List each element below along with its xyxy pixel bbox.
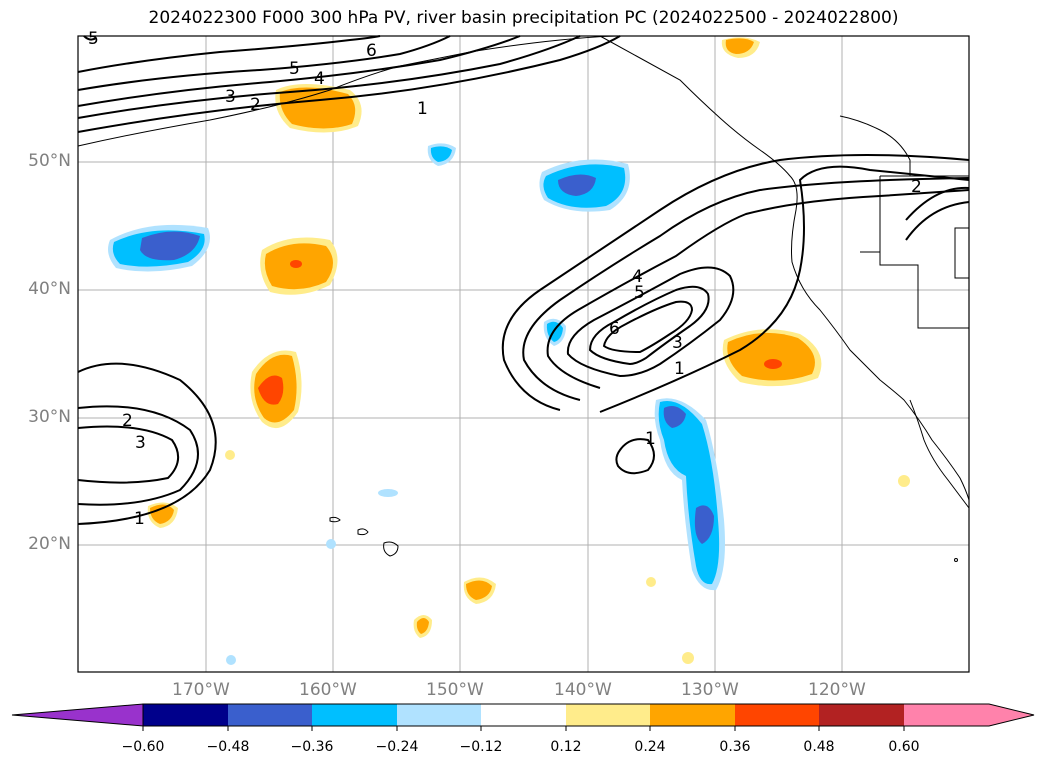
contour-label: 1 <box>134 509 145 529</box>
colorbar-tick-label: 0.60 <box>888 739 920 755</box>
colorbar-bin <box>650 704 735 726</box>
contour-label: 6 <box>366 41 377 61</box>
contour-labels: 5 6 5 4 3 2 1 2 4 5 6 3 1 1 2 3 1 <box>88 29 922 529</box>
lat-label: 20°N <box>28 534 71 554</box>
islands <box>329 516 958 562</box>
map-frame <box>77 35 970 673</box>
colorbar-bin <box>397 704 481 726</box>
contour-label: 1 <box>674 359 685 379</box>
contour-label: 6 <box>609 319 620 339</box>
lat-label: 50°N <box>28 151 71 171</box>
colorbar-tick-label: 0.12 <box>550 739 582 755</box>
colorbar-bin <box>228 704 312 726</box>
contour-label: 3 <box>225 87 236 107</box>
colorbar-bin <box>143 704 228 726</box>
contour-label: 1 <box>417 99 428 119</box>
colorbar-tick-label: −0.48 <box>206 739 250 755</box>
lon-label: 120°W <box>808 680 866 700</box>
contour-label: 2 <box>122 411 133 431</box>
colorbar-tick-label: 0.48 <box>803 739 835 755</box>
negative-precip-anomalies <box>108 143 725 665</box>
pv-contours <box>77 35 970 525</box>
colorbar-tick-label: −0.36 <box>290 739 334 755</box>
colorbar <box>11 703 1035 731</box>
contour-label: 4 <box>632 267 643 287</box>
contour-label: 3 <box>672 333 683 353</box>
lon-label: 150°W <box>426 680 484 700</box>
contour-label: 2 <box>250 95 261 115</box>
contour-label: 1 <box>645 429 656 449</box>
contour-label: 5 <box>88 29 99 49</box>
map-title: 2024022300 F000 300 hPa PV, river basin … <box>148 8 899 28</box>
colorbar-tick-label: −0.24 <box>375 739 419 755</box>
colorbar-extend-low <box>11 703 144 727</box>
contour-label: 2 <box>911 177 922 197</box>
lon-label: 170°W <box>172 680 230 700</box>
lon-label: 160°W <box>299 680 357 700</box>
contour-label: 3 <box>135 433 146 453</box>
colorbar-bin <box>566 704 650 726</box>
colorbar-extend-high <box>904 704 1034 726</box>
colorbar-ticks <box>142 726 905 731</box>
colorbar-bin <box>819 704 904 726</box>
lat-label: 40°N <box>28 279 71 299</box>
lon-label: 130°W <box>681 680 739 700</box>
contour-label: 4 <box>314 69 325 89</box>
lat-label: 30°N <box>28 407 71 427</box>
colorbar-tick-label: 0.24 <box>634 739 666 755</box>
contour-label: 5 <box>634 283 645 303</box>
contour-label: 5 <box>289 59 300 79</box>
colorbar-tick-label: −0.12 <box>459 739 503 755</box>
colorbar-outline <box>142 703 1035 727</box>
colorbar-bin <box>312 704 397 726</box>
colorbar-bin <box>481 704 566 726</box>
colorbar-tick-label: 0.36 <box>719 739 751 755</box>
lon-label: 140°W <box>554 680 612 700</box>
colorbar-tick-label: −0.60 <box>121 739 165 755</box>
colorbar-bin <box>735 704 819 726</box>
